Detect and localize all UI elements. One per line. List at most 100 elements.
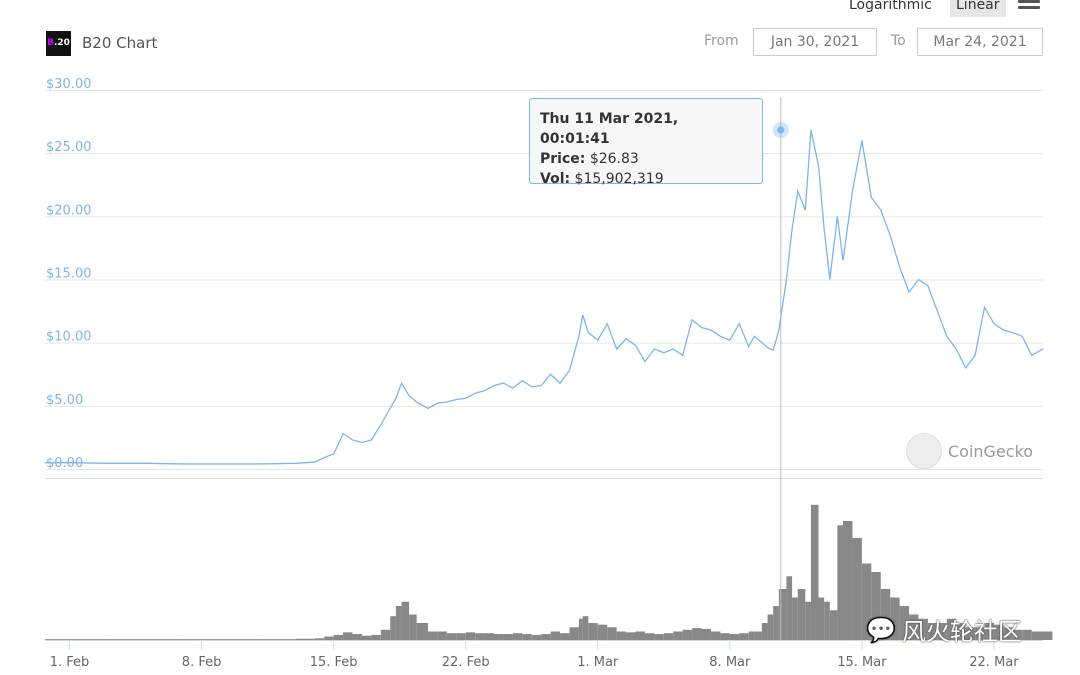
volume-bar [654,634,664,640]
volume-bar [805,601,811,640]
y-tick-label: $15.00 [46,267,92,282]
volume-bar [503,634,513,640]
volume-bar [937,623,947,640]
tooltip-date: Thu 11 Mar 2021, 00:01:41 [540,111,679,147]
volume-bar [899,606,910,640]
tooltip-vol: $15,902,319 [574,171,664,187]
volume-bar [710,631,721,640]
volume-bar [45,639,70,640]
y-tick-label: $20.00 [46,203,92,218]
volume-bar [739,633,749,640]
volume-bar [371,634,381,640]
volume-bar [880,589,891,640]
y-tick-label: $0.00 [46,456,83,471]
volume-bar [829,610,838,640]
volume-bar [792,597,798,640]
x-tick-label: 22. Mar [969,655,1019,670]
volume-bar [522,634,532,640]
x-tick-label: 8. Mar [709,655,751,670]
volume-bar [890,597,900,640]
volume-bar [673,631,683,640]
volume-bar [616,631,627,640]
volume-bar [390,616,396,640]
volume-bar [663,633,674,640]
linear-scale-button[interactable]: Linear [950,0,1006,17]
volume-bar [361,635,372,640]
volume-bar [324,636,334,640]
volume-bar [1012,629,1023,640]
volume-bar [837,525,844,640]
volume-bar [416,623,428,640]
tooltip-price-label: Price: [540,151,586,167]
volume-bar [588,623,598,640]
price-line [45,129,1044,465]
volume-bar [582,616,589,640]
volume-bar [861,563,872,640]
volume-bar [761,623,768,640]
volume-bar [494,634,504,640]
volume-bar [927,623,938,640]
volume-bar [909,614,919,640]
watermark-text: 风火轮社区 [901,618,1022,646]
from-date-input[interactable]: Jan 30, 2021 [753,28,877,56]
logarithmic-scale-button[interactable]: Logarithmic [849,0,932,13]
wechat-watermark: 💬 风火轮社区 [866,612,1022,647]
volume-bar [786,576,793,640]
volume-bar [437,631,447,640]
coingecko-label: CoinGecko [948,441,1034,461]
b20-logo: B.20 [46,31,71,56]
volume-bar [395,606,402,640]
hamburger-icon[interactable] [1018,0,1040,12]
volume-bar [754,631,762,640]
wechat-icon: 💬 [866,615,896,644]
volume-bar [550,631,561,640]
volume-bar [220,639,259,640]
volume-bar [767,614,774,640]
to-date-input[interactable]: Mar 24, 2021 [917,28,1043,56]
x-tick-label: 1. Feb [50,655,90,670]
volume-bar [569,627,579,640]
volume-bar [975,627,985,640]
volume-bar [343,632,353,640]
volume-bar [578,618,583,640]
y-tick-label: $10.00 [46,330,92,345]
volume-bar [748,631,755,640]
coingecko-watermark: CoinGecko [906,433,1033,469]
volume-bar [107,639,145,640]
volume-bar [427,631,438,640]
volume-bar [446,633,457,640]
tooltip-price: $26.83 [589,151,639,167]
volume-bar [956,623,966,640]
volume-bar [295,638,315,640]
volume-bar [852,538,862,640]
y-tick-label: $30.00 [46,77,92,92]
volume-bar [475,633,485,640]
volume-bar [824,601,830,640]
volume-bar [692,628,702,640]
volume-bar [456,633,466,640]
volume-bar [465,632,476,640]
x-tick-label: 22. Feb [442,655,490,670]
x-tick-label: 15. Feb [310,655,358,670]
volume-bar [607,627,617,640]
tooltip: Thu 11 Mar 2021, 00:01:41 Price: $26.83 … [529,98,763,187]
volume-bar [797,589,806,640]
volume-bar [484,633,495,640]
volume-bar [993,624,1004,640]
volume-bar [918,618,928,640]
volume-bar [773,606,779,640]
volume-bar [778,589,787,640]
volume-bar [409,614,417,640]
x-tick-label: 1. Mar [577,655,619,670]
volume-bar [984,623,994,640]
volume-bar [1003,627,1013,640]
chart-title: B20 Chart [82,34,158,52]
volume-bar [965,627,976,640]
volume-bar [541,634,551,640]
y-tick-label: $25.00 [46,140,92,155]
volume-bar [644,633,655,640]
volume-bar [314,638,325,640]
y-tick-label: $5.00 [46,393,83,408]
volume-bar [597,624,608,640]
